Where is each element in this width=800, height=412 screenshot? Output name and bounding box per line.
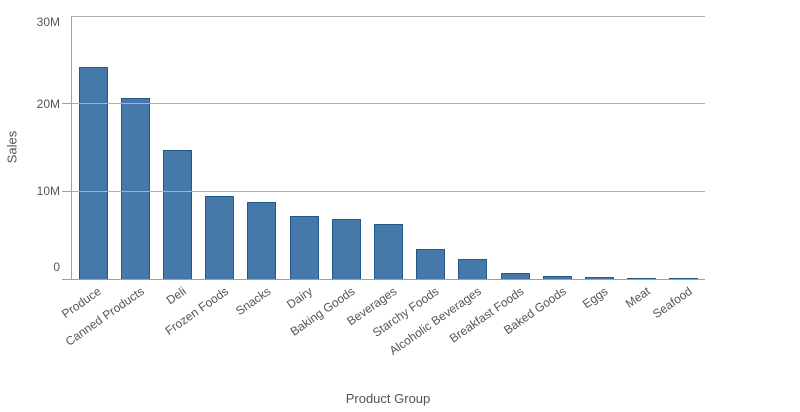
gridline-30m bbox=[72, 15, 705, 17]
y-tick-label-0: 0 bbox=[53, 260, 60, 274]
bar-meat[interactable] bbox=[627, 278, 657, 279]
bar-starchy-foods[interactable] bbox=[416, 249, 446, 279]
bar-baking-goods[interactable] bbox=[331, 219, 361, 279]
bar-beverages[interactable] bbox=[374, 224, 403, 279]
x-axis-label-text: Dairy bbox=[284, 284, 316, 312]
plot-area bbox=[72, 16, 705, 279]
gridline-20m bbox=[72, 103, 705, 105]
x-axis-label-text: Breakfast Foods bbox=[446, 284, 527, 346]
x-axis-label-text: Seafood bbox=[650, 284, 695, 322]
x-axis-label-text: Meat bbox=[622, 284, 653, 311]
y-tick-label-10m: 10M bbox=[36, 184, 60, 199]
x-axis-label-text: Canned Products bbox=[62, 284, 147, 349]
y-tick-label-20m: 20M bbox=[36, 96, 60, 111]
x-axis-label-text: Deli bbox=[163, 284, 189, 308]
gridline-10m bbox=[72, 190, 705, 192]
x-axis-label-text: Snacks bbox=[232, 284, 273, 319]
x-axis-title: Product Group bbox=[345, 391, 431, 406]
bar-seafood[interactable] bbox=[669, 278, 699, 279]
y-axis-tick bbox=[62, 103, 72, 105]
bar-deli[interactable] bbox=[163, 150, 192, 279]
y-axis-title: Sales bbox=[4, 130, 20, 164]
bar-baked-goods[interactable] bbox=[542, 276, 572, 279]
bar-breakfast-foods[interactable] bbox=[500, 273, 530, 279]
bar-dairy[interactable] bbox=[289, 216, 319, 279]
bar-alcoholic-beverages[interactable] bbox=[458, 259, 488, 279]
bar-eggs[interactable] bbox=[585, 277, 614, 279]
x-axis-line bbox=[62, 279, 705, 280]
bar-canned-products[interactable] bbox=[120, 98, 150, 279]
y-axis-tick bbox=[62, 190, 72, 192]
bar-snacks[interactable] bbox=[247, 202, 277, 279]
bar-produce[interactable] bbox=[78, 67, 108, 279]
y-tick-label-30m: 30M bbox=[36, 15, 60, 29]
bar-frozen-foods[interactable] bbox=[205, 196, 235, 279]
y-axis-line bbox=[71, 16, 72, 279]
x-axis-label-text: Eggs bbox=[580, 284, 611, 312]
